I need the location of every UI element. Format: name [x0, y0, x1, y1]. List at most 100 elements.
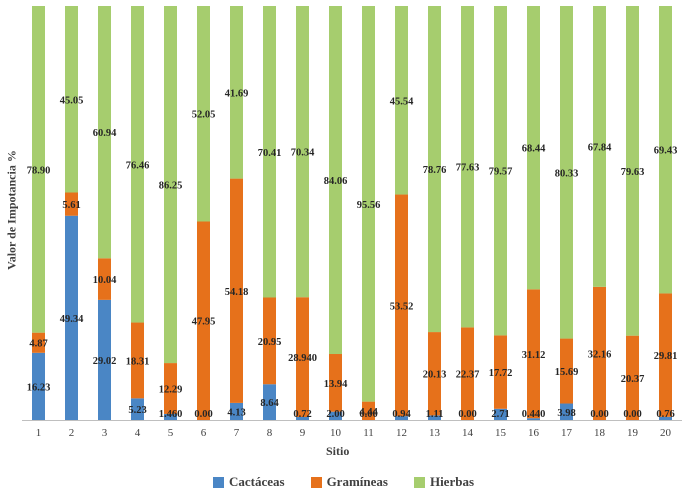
- data-label-hierbas-6: 52.05: [192, 110, 216, 121]
- data-label-hierbas-17: 80.33: [555, 168, 579, 179]
- x-tick-label-20: 20: [660, 427, 672, 439]
- bar-hierbas-4: [131, 6, 144, 323]
- x-tick-label-1: 1: [36, 427, 42, 439]
- bar-gramneas-3: [98, 258, 111, 300]
- data-label-hierbas-2: 45.05: [60, 95, 84, 106]
- data-label-gramneas-3: 10.04: [93, 275, 117, 286]
- legend-swatch-cactaceas: [212, 476, 224, 488]
- bar-hierbas-18: [593, 6, 606, 287]
- data-label-hierbas-19: 79.63: [621, 167, 645, 178]
- data-label-gramneas-12: 53.52: [390, 301, 414, 312]
- data-label-gramneas-2: 5.61: [62, 200, 80, 211]
- bar-hierbas-10: [329, 6, 342, 355]
- data-label-cactceas-4: 5.23: [128, 405, 146, 416]
- bar-gramneas-11: [362, 401, 375, 420]
- data-label-gramneas-19: 20.37: [621, 374, 645, 385]
- bar-cactceas-7: [230, 402, 243, 420]
- bar-hierbas-9: [296, 6, 309, 298]
- data-label-cactceas-20: 0.76: [656, 409, 674, 420]
- legend-item-gramineas: Gramíneas: [310, 474, 388, 490]
- data-label-gramneas-13: 20.13: [423, 370, 447, 381]
- bar-hierbas-17: [560, 6, 573, 339]
- data-label-hierbas-11: 95.56: [357, 200, 381, 211]
- data-label-gramneas-8: 20.95: [258, 337, 282, 348]
- data-label-gramneas-18: 32.16: [588, 349, 612, 360]
- x-tick-label-16: 16: [528, 427, 540, 439]
- bar-gramneas-2: [65, 192, 78, 216]
- data-label-gramneas-1: 4.87: [29, 339, 47, 350]
- bar-gramneas-7: [230, 178, 243, 403]
- bar-hierbas-13: [428, 6, 441, 333]
- data-label-hierbas-18: 67.84: [588, 142, 612, 153]
- data-label-cactceas-6: 0.00: [194, 409, 212, 420]
- data-label-gramneas-15: 17.72: [489, 368, 513, 379]
- data-label-hierbas-10: 84.06: [324, 176, 348, 187]
- y-axis-label-container: Valor de Impotancia %: [0, 0, 24, 420]
- data-label-gramneas-20: 29.81: [654, 351, 678, 362]
- bar-gramneas-8: [263, 297, 276, 385]
- data-label-hierbas-7: 41.69: [225, 88, 249, 99]
- bar-hierbas-8: [263, 6, 276, 298]
- data-label-gramneas-14: 22.37: [456, 370, 480, 381]
- data-label-hierbas-14: 77.63: [456, 163, 480, 174]
- x-tick-label-6: 6: [201, 427, 207, 439]
- bar-hierbas-20: [659, 6, 672, 294]
- data-label-cactceas-11: 0.00: [359, 409, 377, 420]
- bar-gramneas-12: [395, 194, 408, 417]
- bar-gramneas-14: [461, 327, 474, 420]
- bar-gramneas-15: [494, 335, 507, 409]
- data-label-cactceas-17: 3.98: [557, 408, 575, 419]
- bar-cactceas-4: [131, 398, 144, 420]
- bar-cactceas-1: [32, 352, 45, 420]
- data-label-cactceas-16: 0.440: [522, 409, 546, 420]
- bar-cactceas-15: [494, 408, 507, 420]
- data-label-gramneas-10: 13.94: [324, 379, 348, 390]
- bar-gramneas-18: [593, 286, 606, 420]
- bar-hierbas-14: [461, 6, 474, 328]
- bar-cactceas-5: [164, 413, 177, 420]
- bar-hierbas-3: [98, 6, 111, 259]
- legend: Cactáceas Gramíneas Hierbas: [0, 474, 687, 490]
- data-label-gramneas-6: 47.95: [192, 317, 216, 328]
- data-label-cactceas-5: 1.460: [159, 409, 183, 420]
- data-label-cactceas-2: 49.34: [60, 314, 84, 325]
- data-label-gramneas-9: 28.940: [288, 353, 317, 364]
- legend-label-cactaceas: Cactáceas: [228, 474, 285, 489]
- data-label-gramneas-11: 4.44: [359, 407, 378, 418]
- x-tick-label-14: 14: [462, 427, 474, 439]
- x-tick-label-18: 18: [594, 427, 606, 439]
- data-label-hierbas-5: 86.25: [159, 181, 183, 192]
- data-label-cactceas-18: 0.00: [590, 409, 608, 420]
- data-label-hierbas-12: 45.54: [390, 96, 414, 107]
- data-label-gramneas-7: 54.18: [225, 287, 249, 298]
- data-label-cactceas-1: 16.23: [27, 382, 51, 393]
- x-tick-label-5: 5: [168, 427, 174, 439]
- x-tick-label-11: 11: [363, 427, 374, 439]
- x-tick-label-8: 8: [267, 427, 273, 439]
- legend-swatch-gramineas: [310, 476, 322, 488]
- data-label-gramneas-16: 31.12: [522, 350, 546, 361]
- x-tick-label-12: 12: [396, 427, 407, 439]
- x-tick-label-2: 2: [69, 427, 75, 439]
- bar-cactceas-2: [65, 215, 78, 420]
- data-label-cactceas-7: 4.13: [227, 407, 245, 418]
- bar-cactceas-17: [560, 403, 573, 420]
- data-label-hierbas-4: 76.46: [126, 160, 150, 171]
- x-tick-label-7: 7: [234, 427, 240, 439]
- data-label-cactceas-15: 2.71: [491, 409, 509, 420]
- bar-gramneas-17: [560, 338, 573, 404]
- bar-gramneas-5: [164, 363, 177, 414]
- x-tick-label-4: 4: [135, 427, 141, 439]
- bar-gramneas-16: [527, 289, 540, 419]
- data-label-gramneas-4: 18.31: [126, 356, 150, 367]
- x-tick-label-10: 10: [330, 427, 342, 439]
- data-label-hierbas-9: 70.34: [291, 148, 315, 159]
- legend-label-hierbas: Hierbas: [429, 474, 475, 489]
- data-label-hierbas-8: 70.41: [258, 148, 282, 159]
- bar-hierbas-5: [164, 6, 177, 364]
- bar-hierbas-2: [65, 6, 78, 193]
- bar-gramneas-20: [659, 293, 672, 417]
- x-tick-label-13: 13: [429, 427, 441, 439]
- data-label-hierbas-13: 78.76: [423, 165, 447, 176]
- bar-hierbas-7: [230, 6, 243, 179]
